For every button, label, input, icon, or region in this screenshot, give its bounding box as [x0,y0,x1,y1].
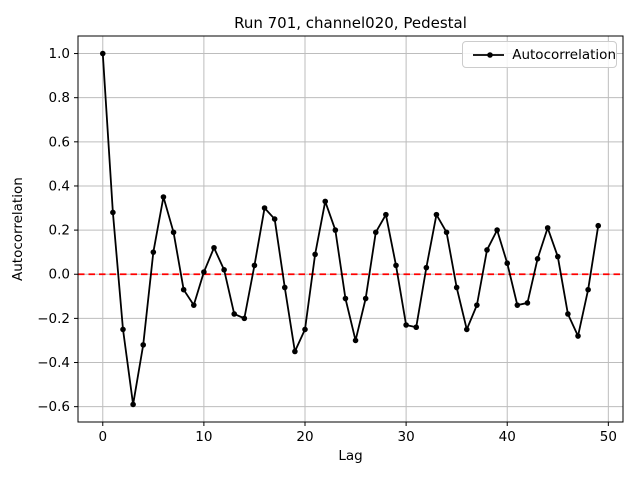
data-point [231,311,238,317]
data-point [514,302,521,308]
y-tick-label: −0.2 [37,311,70,327]
x-tick-label: 30 [398,429,415,445]
data-point [221,267,227,273]
x-tick-label: 10 [195,429,212,445]
data-point [423,264,430,271]
data-point [383,211,389,218]
axes-spines [77,35,624,423]
data-point [524,300,531,306]
data-point [99,50,106,57]
data-point [211,244,217,251]
y-tick-label: 0.2 [49,223,70,239]
y-axis-label: Autocorrelation [10,177,26,281]
data-point [130,401,136,408]
x-tick-label: 40 [499,429,516,445]
y-tick-label: 0.4 [49,178,70,194]
data-point [352,337,359,344]
data-point [170,229,177,236]
y-tick-label: −0.4 [37,355,70,371]
data-point [372,229,379,236]
data-point [342,295,349,302]
data-point [241,315,248,322]
y-tick-label: 0.8 [49,90,70,106]
data-point [281,284,288,291]
data-point [110,209,116,216]
data-point [362,295,369,302]
y-tick-label: −0.6 [37,399,70,415]
data-point [332,227,339,233]
x-tick-label: 50 [600,429,617,445]
y-tick-label: 0.6 [49,134,70,150]
data-point [443,229,450,236]
data-point [261,205,268,211]
data-point [534,255,541,262]
data-point [150,249,157,255]
data-point [302,326,308,333]
data-point [393,262,399,269]
data-point [201,269,207,275]
data-point [484,247,490,253]
autocorrelation-line [101,53,600,406]
data-point [544,225,551,231]
x-axis-label: Lag [338,448,363,464]
data-point [322,198,329,205]
chart-title: Run 701, channel020, Pedestal [234,14,467,32]
data-point [575,333,581,339]
legend-line-marker-icon [473,51,505,58]
data-point [120,326,126,333]
data-point [463,326,470,333]
data-point [474,302,480,308]
data-point [312,251,318,258]
data-point [453,284,460,291]
data-point [595,222,602,229]
data-point [190,302,197,308]
x-tick-label: 0 [98,429,107,445]
legend-box: Autocorrelation [462,41,617,68]
data-point [180,286,187,293]
data-point [160,194,167,200]
y-tick-label: 1.0 [49,46,70,62]
y-tick-label: 0.0 [49,267,70,283]
legend-entry-label: Autocorrelation [512,46,616,63]
data-point [403,322,409,328]
data-point [494,227,500,233]
data-point [271,216,278,222]
data-point [565,311,571,317]
data-point [292,348,298,355]
data-point [413,324,420,331]
data-point [554,253,561,260]
data-point [433,211,440,218]
data-point [251,262,258,269]
data-point [504,260,511,267]
data-point [585,286,591,293]
x-tick-label: 20 [296,429,313,445]
data-point [140,342,147,348]
